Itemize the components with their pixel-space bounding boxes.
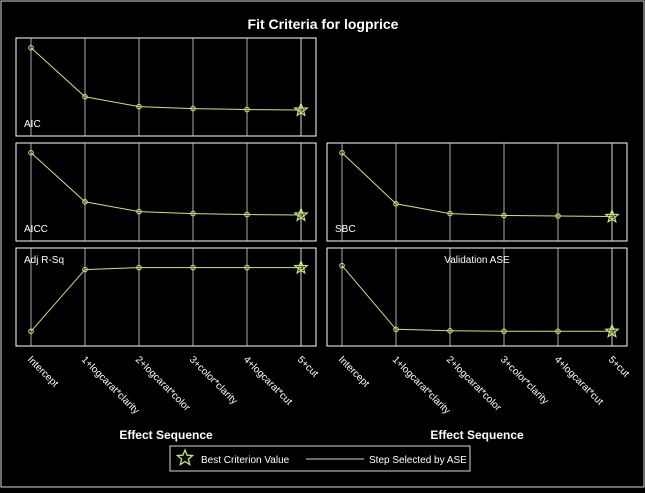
panel-frame-sbc xyxy=(326,142,628,242)
data-point-aic-2 xyxy=(136,103,142,110)
data-point-adj-r-sq-1 xyxy=(82,266,88,273)
legend-frame xyxy=(169,445,471,472)
panel-aicc: AICC xyxy=(15,142,317,242)
best-criterion-star-sbc xyxy=(604,208,620,224)
data-point-sbc-4 xyxy=(555,213,561,219)
chart-title: Fit Criteria for logprice xyxy=(248,16,399,32)
data-point-sbc-0 xyxy=(339,150,345,156)
data-point-sbc-3 xyxy=(501,212,507,219)
data-point-adj-r-sq-2 xyxy=(136,264,142,271)
panel-label-validation-ase: Validation ASE xyxy=(444,255,510,266)
panel-frame-aic xyxy=(15,37,317,137)
panel-adj-r-sq: Adj R-Sq xyxy=(15,247,317,347)
data-point-aicc-3 xyxy=(190,210,196,217)
legend-step-selected: Step Selected by ASE xyxy=(369,455,467,466)
best-criterion-star-adj-r-sq xyxy=(293,259,309,275)
panel-sbc: SBC xyxy=(326,142,628,242)
panel-frame-aicc xyxy=(15,142,317,242)
legend-best-criterion: Best Criterion Value xyxy=(201,455,290,466)
data-point-aicc-2 xyxy=(136,208,142,215)
series-line-aicc xyxy=(30,152,302,216)
series-line-aic xyxy=(30,47,302,111)
data-point-aic-1 xyxy=(82,94,88,100)
data-point-sbc-2 xyxy=(447,210,453,217)
panel-label-aicc: AICC xyxy=(24,224,48,235)
data-point-aicc-4 xyxy=(244,211,250,218)
series-line-sbc xyxy=(341,152,613,217)
data-point-aic-4 xyxy=(244,106,250,113)
data-point-validation-ase-2 xyxy=(447,328,453,334)
data-point-aic-3 xyxy=(190,105,196,112)
data-point-adj-r-sq-0 xyxy=(28,328,34,335)
series-line-adj-r-sq xyxy=(30,267,301,332)
data-point-aic-0 xyxy=(28,45,34,51)
data-point-sbc-1 xyxy=(393,200,399,207)
panel-label-adj-r-sq: Adj R-Sq xyxy=(24,255,64,266)
panel-frame-validation-ase xyxy=(326,247,628,347)
x-axis-label-right: Effect Sequence xyxy=(430,428,524,442)
data-point-adj-r-sq-3 xyxy=(190,264,196,271)
series-line-validation-ase xyxy=(341,265,612,332)
x-axis-label-left: Effect Sequence xyxy=(119,428,213,442)
panel-frame-adj-r-sq xyxy=(15,247,317,347)
panel-label-sbc: SBC xyxy=(335,224,356,235)
data-point-validation-ase-3 xyxy=(501,328,507,335)
legend-star-icon xyxy=(175,448,195,466)
panel-aic: AIC xyxy=(15,37,317,137)
best-criterion-star-aic xyxy=(293,101,309,117)
best-criterion-star-validation-ase xyxy=(604,323,620,338)
data-point-validation-ase-1 xyxy=(393,326,399,333)
data-point-validation-ase-0 xyxy=(339,262,345,269)
best-criterion-star-aicc xyxy=(293,206,309,222)
panel-label-aic: AIC xyxy=(24,119,41,130)
legend: Best Criterion Value Step Selected by AS… xyxy=(169,445,471,472)
data-point-aicc-1 xyxy=(82,199,88,205)
data-point-adj-r-sq-4 xyxy=(244,264,250,271)
data-point-aicc-0 xyxy=(28,150,34,156)
panel-validation-ase: Validation ASE xyxy=(326,247,628,347)
data-point-validation-ase-4 xyxy=(555,328,561,335)
